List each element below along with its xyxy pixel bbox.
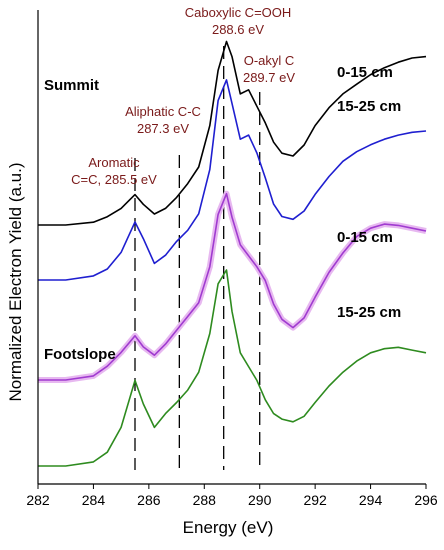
series-line-3: [38, 269, 427, 467]
annotation-aromatic-line1: Aromatic: [88, 155, 140, 170]
x-tick-label-2: 286: [137, 492, 161, 508]
x-axis-label: Energy (eV): [182, 518, 274, 537]
series-label-footslope-0-15: 0-15 cm: [337, 229, 393, 246]
series-line-0: [38, 40, 427, 226]
x-tick-label-5: 292: [303, 492, 327, 508]
y-axis-label: Normalized Electron Yield (a.u.): [6, 162, 25, 402]
annotation-aliphatic-line1: Aliphatic C-C: [125, 104, 201, 119]
site-label-summit: Summit: [44, 77, 100, 94]
annotation-o-alkyl: O-akyl C 289.7 eV: [228, 52, 310, 86]
annotation-carboxylic: Caboxylic C=OOH 288.6 eV: [176, 4, 300, 38]
x-tick-label-6: 294: [358, 492, 383, 508]
annotation-aromatic: Aromatic C=C, 285.5 eV: [64, 154, 164, 188]
annotation-o-alkyl-line2: 289.7 eV: [242, 70, 296, 85]
series-label-footslope-15-25: 15-25 cm: [337, 304, 402, 321]
x-tick-label-3: 288: [192, 492, 216, 508]
series-layer: [38, 40, 427, 467]
series-label-summit-0-15: 0-15 cm: [337, 64, 393, 81]
site-label-footslope: Footslope: [44, 346, 116, 363]
reference-lines: [134, 46, 261, 470]
series-label-summit-15-25: 15-25 cm: [337, 98, 402, 115]
series-line-2: [38, 192, 427, 381]
annotation-aromatic-line2: C=C, 285.5 eV: [71, 172, 157, 187]
x-tick-label-0: 282: [26, 492, 50, 508]
series-line-1: [38, 79, 427, 281]
annotation-aliphatic-line2: 287.3 eV: [136, 121, 190, 136]
annotation-carboxylic-line2: 288.6 eV: [211, 22, 265, 37]
x-tick-label-4: 290: [248, 492, 272, 508]
annotation-o-alkyl-line1: O-akyl C: [243, 53, 295, 68]
annotation-aliphatic: Aliphatic C-C 287.3 eV: [108, 103, 218, 137]
x-tick-label-7: 296: [414, 492, 438, 508]
x-tick-label-1: 284: [81, 492, 106, 508]
axes-layer: [37, 10, 427, 489]
annotation-carboxylic-line1: Caboxylic C=OOH: [184, 5, 292, 20]
